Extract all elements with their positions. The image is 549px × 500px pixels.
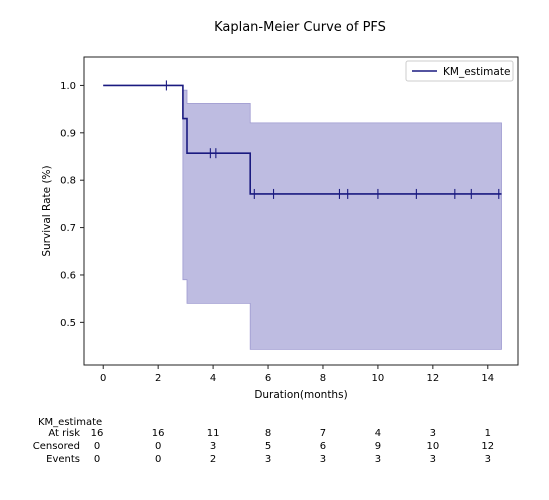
chart-title: Kaplan-Meier Curve of PFS (214, 20, 386, 35)
risk-cell: 9 (375, 441, 381, 452)
risk-cell: 1 (485, 428, 491, 439)
plot-frame (83, 56, 519, 366)
risk-cell: 16 (91, 428, 104, 439)
risk-cell: 5 (265, 441, 271, 452)
risk-cell: 2 (210, 454, 216, 465)
legend: KM_estimate (405, 60, 514, 82)
risk-cell: 4 (375, 428, 381, 439)
x-tick-label: 6 (265, 373, 271, 384)
x-tick-label: 4 (210, 373, 216, 384)
x-tick-label: 2 (155, 373, 161, 384)
risk-cell: 6 (320, 441, 326, 452)
risk-cell: 10 (426, 441, 439, 452)
legend-label: KM_estimate (443, 66, 510, 78)
risk-cell: 3 (210, 441, 216, 452)
x-tick-label: 12 (426, 373, 439, 384)
x-tick-label: 10 (372, 373, 385, 384)
confidence-band-layer (103, 85, 502, 350)
confidence-band (103, 85, 502, 350)
risk-cell: 7 (320, 428, 326, 439)
x-tick-label: 8 (320, 373, 326, 384)
risk-cell: 3 (430, 454, 436, 465)
km-estimate-curve (103, 84, 502, 195)
y-axis-label: Survival Rate (%) (41, 165, 53, 256)
x-axis-label: Duration(months) (254, 389, 347, 401)
y-tick-label: 0.5 (60, 318, 76, 329)
risk-cell: 0 (155, 441, 161, 452)
risk-row-label: Censored (33, 441, 80, 452)
risk-cell: 3 (320, 454, 326, 465)
risk-table-title: KM_estimate (38, 417, 102, 428)
risk-cell: 3 (430, 428, 436, 439)
risk-row-label: At risk (48, 428, 80, 439)
y-axis-ticks: 0.5 0.6 0.7 0.8 0.9 1.0 (60, 81, 84, 329)
legend-box (405, 60, 514, 82)
risk-cell: 0 (94, 441, 100, 452)
risk-table: KM_estimate At risk 16 16 11 8 7 4 3 1 Censored 0 0… (33, 417, 494, 465)
risk-cell: 11 (207, 428, 220, 439)
risk-cell: 12 (481, 441, 494, 452)
risk-cell: 0 (155, 454, 161, 465)
y-tick-label: 0.7 (60, 223, 76, 234)
risk-cell: 3 (375, 454, 381, 465)
risk-cell: 3 (265, 454, 271, 465)
y-tick-label: 0.8 (60, 176, 76, 187)
risk-cell: 3 (485, 454, 491, 465)
y-tick-label: 0.6 (60, 270, 76, 281)
x-axis-ticks: 0 2 4 6 8 10 12 14 (100, 365, 494, 384)
risk-cell: 16 (152, 428, 165, 439)
y-tick-label: 0.9 (60, 128, 76, 139)
x-tick-label: 0 (100, 373, 106, 384)
survival-curve-layer (103, 84, 502, 195)
y-tick-label: 1.0 (60, 81, 76, 92)
risk-row-label: Events (46, 454, 80, 465)
x-tick-label: 14 (481, 373, 494, 384)
censor-marks-layer (165, 80, 500, 199)
risk-cell: 0 (94, 454, 100, 465)
risk-cell: 8 (265, 428, 271, 439)
